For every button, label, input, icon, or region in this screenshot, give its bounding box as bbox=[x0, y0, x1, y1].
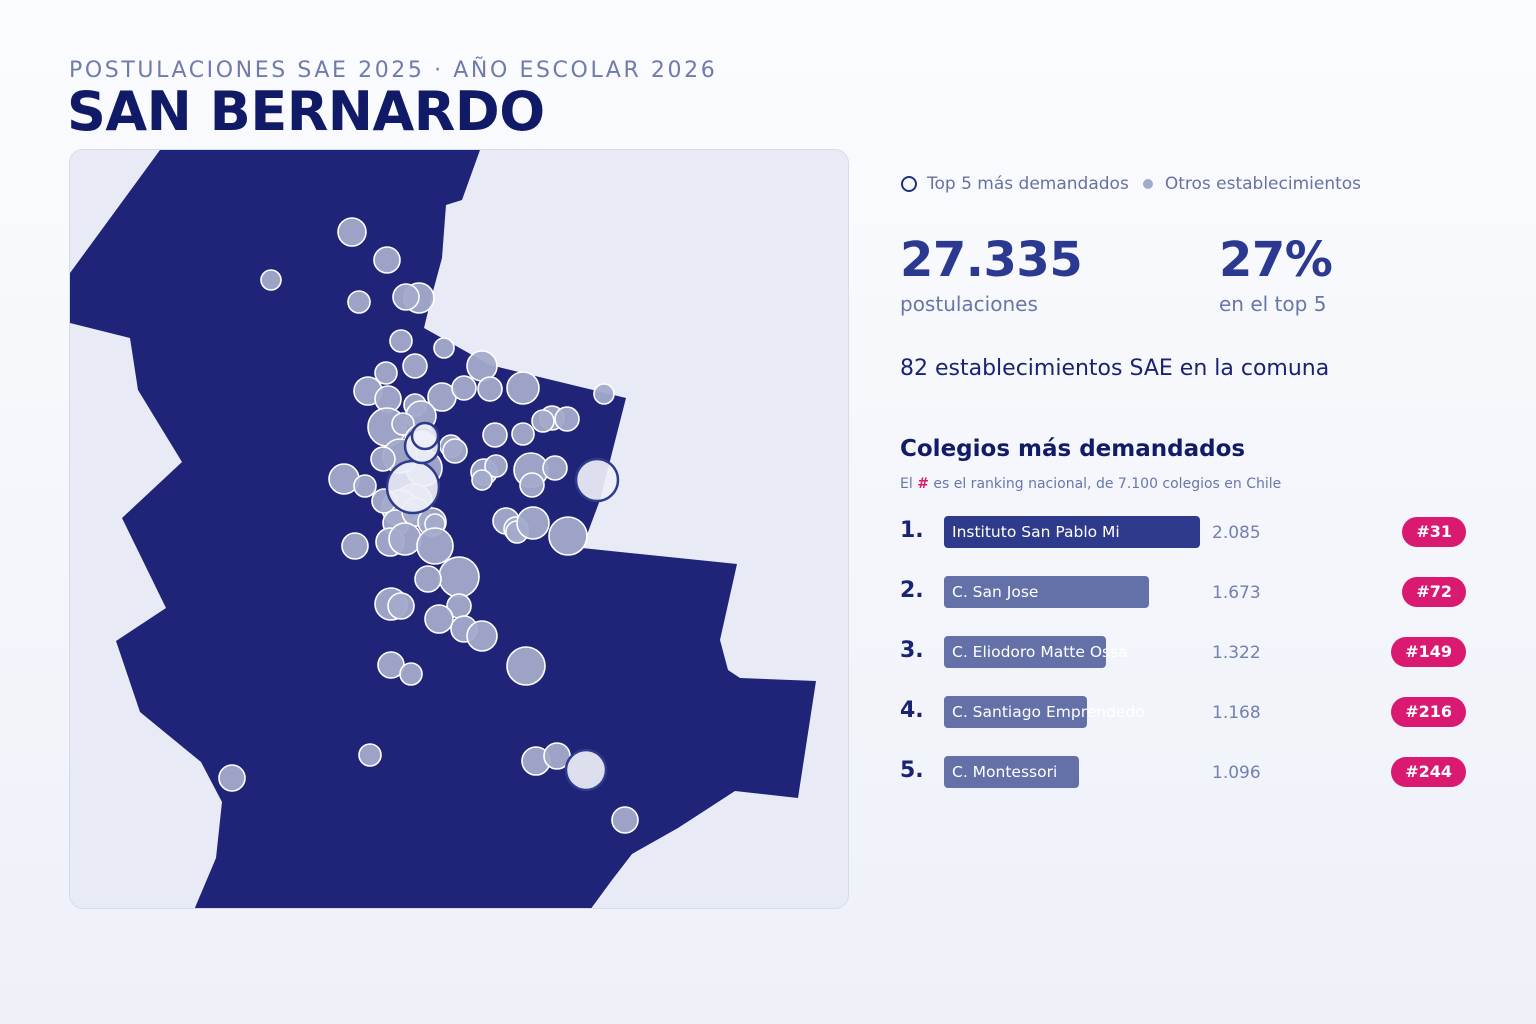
rank-position: 1. bbox=[900, 518, 924, 543]
school-point[interactable] bbox=[451, 375, 477, 401]
school-point[interactable] bbox=[548, 516, 588, 556]
school-point[interactable] bbox=[341, 532, 369, 560]
ranking-note: El # es el ranking nacional, de 7.100 co… bbox=[900, 476, 1282, 492]
top5-school-point[interactable] bbox=[564, 748, 608, 792]
school-point[interactable] bbox=[416, 527, 454, 565]
school-point[interactable] bbox=[438, 556, 480, 598]
school-point[interactable] bbox=[516, 506, 550, 540]
page-title: SAN BERNARDO bbox=[67, 80, 545, 143]
school-point[interactable] bbox=[593, 383, 615, 405]
school-point[interactable] bbox=[482, 422, 508, 448]
school-name: C. Montessori bbox=[952, 763, 1058, 781]
school-point[interactable] bbox=[414, 565, 442, 593]
school-name: C. Eliodoro Matte Ossa bbox=[952, 643, 1128, 661]
others-dot-icon bbox=[1142, 179, 1153, 189]
top5-school-point[interactable] bbox=[385, 459, 441, 515]
ranking-row[interactable]: 4. C. Santiago Emprendedo 1.168 #216 bbox=[900, 696, 1466, 728]
postulaciones-value: 27.335 bbox=[900, 232, 1083, 288]
rank-position: 5. bbox=[900, 758, 924, 783]
application-count: 1.673 bbox=[1212, 583, 1261, 603]
school-point[interactable] bbox=[392, 283, 420, 311]
application-count: 2.085 bbox=[1212, 523, 1261, 543]
demand-bar bbox=[944, 756, 1079, 788]
school-point[interactable] bbox=[466, 620, 498, 652]
school-point[interactable] bbox=[484, 454, 508, 478]
school-point[interactable] bbox=[387, 592, 415, 620]
school-point[interactable] bbox=[402, 353, 428, 379]
school-point[interactable] bbox=[218, 764, 246, 792]
rank-position: 3. bbox=[900, 638, 924, 663]
application-count: 1.322 bbox=[1212, 643, 1261, 663]
demand-bar bbox=[944, 576, 1149, 608]
school-point[interactable] bbox=[531, 409, 555, 433]
school-point[interactable] bbox=[611, 806, 639, 834]
school-point[interactable] bbox=[554, 406, 580, 432]
top5-ring-icon bbox=[901, 176, 917, 192]
top5-school-point[interactable] bbox=[410, 421, 440, 451]
school-point[interactable] bbox=[511, 422, 535, 446]
school-point[interactable] bbox=[370, 446, 396, 472]
map-legend: Top 5 más demandados Otros establecimien… bbox=[901, 174, 1361, 194]
ranking-row[interactable]: 2. C. San Jose 1.673 #72 bbox=[900, 576, 1466, 608]
school-name: Instituto San Pablo Mi bbox=[952, 523, 1120, 541]
postulaciones-label: postulaciones bbox=[900, 292, 1038, 316]
school-point[interactable] bbox=[471, 469, 493, 491]
school-point[interactable] bbox=[442, 438, 468, 464]
school-point[interactable] bbox=[260, 269, 282, 291]
national-rank-badge: #31 bbox=[1402, 517, 1466, 547]
demand-bar bbox=[944, 696, 1087, 728]
school-name: C. San Jose bbox=[952, 583, 1039, 601]
legend-others-label: Otros establecimientos bbox=[1164, 174, 1362, 194]
national-rank-badge: #244 bbox=[1391, 757, 1466, 787]
school-point[interactable] bbox=[388, 522, 422, 556]
demand-bar bbox=[944, 636, 1106, 668]
school-point[interactable] bbox=[477, 376, 503, 402]
application-count: 1.168 bbox=[1212, 703, 1261, 723]
top5-school-point[interactable] bbox=[574, 457, 620, 503]
demand-bar bbox=[944, 516, 1200, 548]
school-point[interactable] bbox=[337, 217, 367, 247]
rank-position: 4. bbox=[900, 698, 924, 723]
school-point[interactable] bbox=[433, 337, 455, 359]
school-point[interactable] bbox=[358, 743, 382, 767]
national-rank-badge: #216 bbox=[1391, 697, 1466, 727]
rank-position: 2. bbox=[900, 578, 924, 603]
ranking-title: Colegios más demandados bbox=[900, 436, 1246, 462]
school-point[interactable] bbox=[543, 742, 571, 770]
school-point[interactable] bbox=[373, 246, 401, 274]
school-point[interactable] bbox=[347, 290, 371, 314]
school-point[interactable] bbox=[353, 474, 377, 498]
application-count: 1.096 bbox=[1212, 763, 1261, 783]
school-point[interactable] bbox=[399, 662, 423, 686]
school-point[interactable] bbox=[389, 329, 413, 353]
legend-top5-label: Top 5 más demandados bbox=[927, 174, 1129, 194]
school-point[interactable] bbox=[542, 455, 568, 481]
commune-map[interactable] bbox=[69, 149, 849, 909]
school-name: C. Santiago Emprendedo bbox=[952, 703, 1145, 721]
school-point[interactable] bbox=[506, 371, 540, 405]
school-point[interactable] bbox=[519, 472, 545, 498]
top5-share-label: en el top 5 bbox=[1219, 292, 1327, 316]
school-point[interactable] bbox=[424, 604, 454, 634]
national-rank-badge: #149 bbox=[1391, 637, 1466, 667]
school-point[interactable] bbox=[506, 646, 546, 686]
ranking-row[interactable]: 3. C. Eliodoro Matte Ossa 1.322 #149 bbox=[900, 636, 1466, 668]
schools-count: 82 establecimientos SAE en la comuna bbox=[900, 356, 1330, 381]
top5-share-value: 27% bbox=[1219, 232, 1333, 288]
page-subtitle: POSTULACIONES SAE 2025 · AÑO ESCOLAR 202… bbox=[69, 58, 718, 83]
ranking-row[interactable]: 1. Instituto San Pablo Mi 2.085 #31 bbox=[900, 516, 1466, 548]
national-rank-badge: #72 bbox=[1402, 577, 1466, 607]
school-point[interactable] bbox=[374, 361, 398, 385]
ranking-row[interactable]: 5. C. Montessori 1.096 #244 bbox=[900, 756, 1466, 788]
